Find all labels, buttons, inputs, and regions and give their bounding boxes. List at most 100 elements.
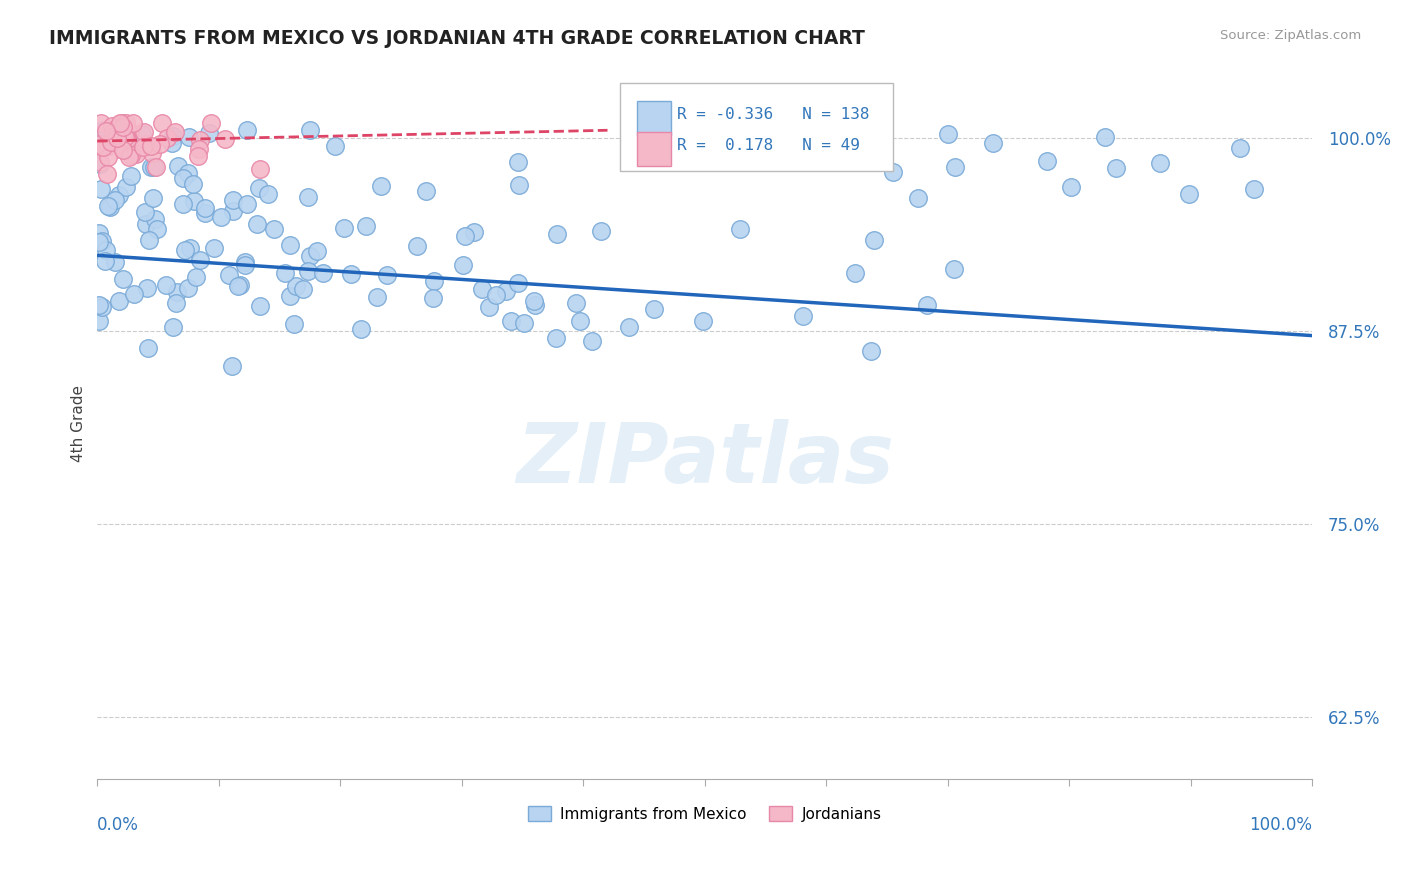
Point — [173, 244, 195, 258]
Point — [115, 115, 138, 129]
Point — [423, 274, 446, 288]
Point — [882, 165, 904, 179]
Point — [194, 201, 217, 215]
Point — [581, 334, 603, 349]
Point — [298, 123, 321, 137]
Point — [194, 206, 217, 220]
Point — [506, 155, 529, 169]
Point — [89, 154, 111, 169]
Point — [209, 210, 232, 224]
Point — [236, 123, 259, 137]
Point — [91, 301, 114, 315]
Point — [104, 128, 127, 142]
Point — [108, 115, 131, 129]
Point — [172, 171, 194, 186]
Point — [233, 255, 256, 269]
Point — [181, 177, 204, 191]
Point — [236, 197, 259, 211]
Point — [589, 224, 612, 238]
Point — [115, 132, 138, 146]
Point — [340, 267, 363, 281]
Point — [278, 238, 301, 252]
Point — [478, 300, 501, 314]
Point — [160, 136, 183, 150]
Point — [136, 280, 159, 294]
Point — [165, 296, 187, 310]
Point — [222, 193, 245, 207]
Point — [87, 137, 110, 152]
Point — [111, 272, 134, 286]
Point — [565, 296, 588, 310]
Point — [104, 255, 127, 269]
Text: R =  0.178   N = 49: R = 0.178 N = 49 — [676, 137, 859, 153]
FancyBboxPatch shape — [637, 132, 671, 166]
Point — [936, 127, 959, 141]
Point — [166, 285, 188, 299]
Point — [1243, 182, 1265, 196]
Point — [1149, 155, 1171, 169]
Point — [283, 317, 305, 331]
Point — [122, 286, 145, 301]
Point — [246, 217, 269, 231]
Point — [115, 179, 138, 194]
Point — [141, 160, 163, 174]
Point — [111, 143, 134, 157]
Point — [134, 125, 156, 139]
Point — [730, 222, 752, 236]
Point — [100, 135, 122, 149]
Point — [96, 167, 118, 181]
Point — [247, 181, 270, 195]
Point — [495, 285, 517, 299]
Point — [141, 139, 163, 153]
FancyBboxPatch shape — [620, 83, 893, 171]
Point — [93, 140, 115, 154]
FancyBboxPatch shape — [637, 101, 671, 136]
Point — [188, 253, 211, 268]
Point — [177, 129, 200, 144]
Point — [981, 136, 1004, 150]
Point — [172, 196, 194, 211]
Point — [112, 120, 135, 134]
Point — [792, 309, 814, 323]
Text: 0.0%: 0.0% — [97, 815, 139, 834]
Point — [89, 226, 111, 240]
Point — [176, 166, 198, 180]
Point — [105, 131, 128, 145]
Point — [862, 233, 884, 247]
Point — [544, 331, 567, 345]
Point — [218, 268, 240, 282]
Point — [138, 233, 160, 247]
Text: R = -0.336   N = 138: R = -0.336 N = 138 — [676, 107, 869, 122]
Point — [162, 128, 184, 143]
Point — [163, 125, 186, 139]
Point — [1094, 130, 1116, 145]
Point — [186, 270, 208, 285]
Point — [141, 145, 163, 160]
Point — [692, 314, 714, 328]
Point — [145, 221, 167, 235]
Point — [291, 281, 314, 295]
Point — [118, 150, 141, 164]
Point — [284, 279, 307, 293]
Point — [105, 120, 128, 135]
Point — [112, 126, 135, 140]
Point — [87, 313, 110, 327]
Point — [166, 159, 188, 173]
Point — [120, 169, 142, 183]
Point — [197, 126, 219, 140]
Point — [101, 119, 124, 133]
Point — [471, 282, 494, 296]
Point — [94, 124, 117, 138]
Point — [617, 320, 640, 334]
Point — [122, 115, 145, 129]
Point — [135, 137, 157, 152]
Y-axis label: 4th Grade: 4th Grade — [72, 385, 86, 462]
Point — [229, 278, 252, 293]
Point — [162, 320, 184, 334]
Point — [463, 225, 485, 239]
Point — [145, 160, 167, 174]
Point — [523, 298, 546, 312]
Point — [143, 212, 166, 227]
Point — [415, 184, 437, 198]
Point — [143, 160, 166, 174]
